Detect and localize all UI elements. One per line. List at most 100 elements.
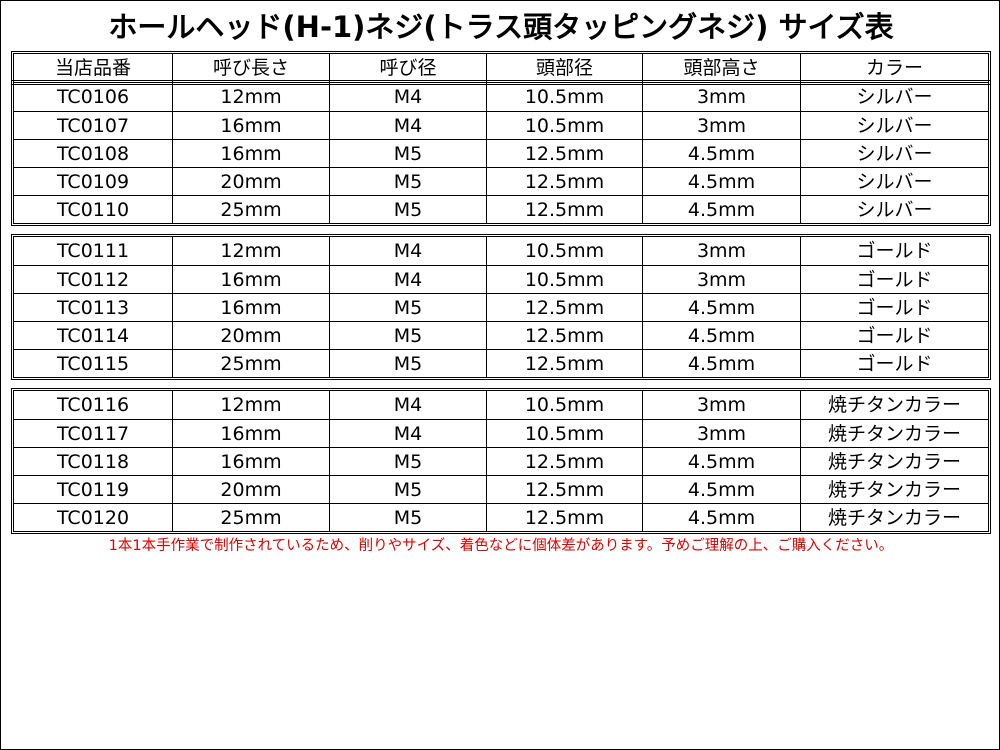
table-cell: TC0112 bbox=[56, 269, 130, 291]
table-cell: M4 bbox=[329, 420, 486, 448]
table-group: TC0116 12mm M4 10.5mm 3mm 焼チタンカラー TC0117 16mm M4… bbox=[11, 388, 991, 534]
table-cell: M4 bbox=[329, 237, 486, 265]
table-cell: 12mm bbox=[172, 83, 329, 111]
table-row: TC0113 16mm M5 12.5mm 4.5mm ゴールド bbox=[14, 293, 988, 322]
table-row: TC0106 12mm M4 10.5mm 3mm シルバー bbox=[14, 83, 988, 111]
table-cell: 10.5mm bbox=[486, 420, 642, 448]
table-cell: 25mm bbox=[172, 504, 329, 532]
table-cell: TC0114 bbox=[56, 325, 130, 347]
table-cell: 16mm bbox=[172, 294, 329, 322]
table-cell: TC0108 bbox=[56, 143, 130, 165]
table-cell: 16mm bbox=[172, 140, 329, 168]
table-cell: シルバー bbox=[800, 168, 988, 196]
table-cell: M4 bbox=[329, 83, 486, 111]
table-cell: 3mm bbox=[642, 112, 800, 140]
table-row: TC0109 20mm M5 12.5mm 4.5mm シルバー bbox=[14, 167, 988, 196]
table-header: 当店品番 呼び長さ 呼び径 頭部径 頭部高さ カラー bbox=[11, 51, 991, 85]
table-cell: シルバー bbox=[800, 83, 988, 111]
table-cell: 4.5mm bbox=[642, 322, 800, 350]
table-cell: TC0113 bbox=[56, 297, 130, 319]
table-cell: 4.5mm bbox=[642, 196, 800, 224]
table-cell: ゴールド bbox=[800, 237, 988, 265]
table-cell: TC0110 bbox=[56, 199, 130, 221]
table-cell: M4 bbox=[329, 391, 486, 419]
title: ホールヘッド(H-1)ネジ(トラス頭タッピングネジ) サイズ表 bbox=[108, 10, 894, 44]
table-cell: 10.5mm bbox=[486, 112, 642, 140]
table-cell: 12.5mm bbox=[486, 168, 642, 196]
table-cell: 12mm bbox=[172, 237, 329, 265]
table-row: TC0118 16mm M5 12.5mm 4.5mm 焼チタンカラー bbox=[14, 447, 988, 476]
table-cell: 10.5mm bbox=[486, 266, 642, 294]
table-row: TC0108 16mm M5 12.5mm 4.5mm シルバー bbox=[14, 139, 988, 168]
table-cell: 4.5mm bbox=[642, 476, 800, 504]
table-cell: M4 bbox=[329, 112, 486, 140]
table-row: TC0114 20mm M5 12.5mm 4.5mm ゴールド bbox=[14, 321, 988, 350]
table-row: 当店品番 呼び長さ 呼び径 頭部径 頭部高さ カラー bbox=[14, 54, 988, 82]
table-cell: TC0120 bbox=[56, 507, 130, 529]
table-cell: 頭部高さ bbox=[642, 54, 800, 82]
table-cell: シルバー bbox=[800, 112, 988, 140]
table-cell: ゴールド bbox=[800, 350, 988, 378]
table-cell: 12.5mm bbox=[486, 294, 642, 322]
table-cell: ゴールド bbox=[800, 266, 988, 294]
table-cell: M5 bbox=[329, 196, 486, 224]
table-cell: 16mm bbox=[172, 266, 329, 294]
table-cell: TC0107 bbox=[56, 115, 130, 137]
table-cell: M4 bbox=[329, 266, 486, 294]
table-cell: 10.5mm bbox=[486, 391, 642, 419]
table-cell: TC0117 bbox=[56, 423, 130, 445]
table-cell: 12.5mm bbox=[486, 322, 642, 350]
table-cell: TC0106 bbox=[56, 86, 130, 108]
table-cell: M5 bbox=[329, 140, 486, 168]
table-cell: 20mm bbox=[172, 322, 329, 350]
table-cell: TC0115 bbox=[56, 353, 130, 375]
table-cell: 4.5mm bbox=[642, 140, 800, 168]
table-cell: 焼チタンカラー bbox=[800, 504, 988, 532]
table-group: TC0106 12mm M4 10.5mm 3mm シルバー TC0107 16mm M4 10.… bbox=[11, 80, 991, 226]
table-cell: M5 bbox=[329, 350, 486, 378]
table-row: TC0115 25mm M5 12.5mm 4.5mm ゴールド bbox=[14, 349, 988, 378]
table-cell: シルバー bbox=[800, 196, 988, 224]
note: 1本1本手作業で制作されているため、削りやサイズ、着色などに個体差があります。予… bbox=[108, 538, 894, 554]
table-cell: M5 bbox=[329, 476, 486, 504]
table-cell: 頭部径 bbox=[486, 54, 642, 82]
table-cell: 4.5mm bbox=[642, 448, 800, 476]
table-cell: 3mm bbox=[642, 237, 800, 265]
table-cell: カラー bbox=[800, 54, 988, 82]
table-cell: 3mm bbox=[642, 391, 800, 419]
table-cell: 焼チタンカラー bbox=[800, 476, 988, 504]
table-cell: M5 bbox=[329, 322, 486, 350]
table-cell: 20mm bbox=[172, 168, 329, 196]
table-cell: 焼チタンカラー bbox=[800, 448, 988, 476]
table-cell: M5 bbox=[329, 504, 486, 532]
table-cell: TC0118 bbox=[56, 451, 130, 473]
table-cell: 12.5mm bbox=[486, 504, 642, 532]
table-row: TC0111 12mm M4 10.5mm 3mm ゴールド bbox=[14, 237, 988, 265]
table-group: TC0111 12mm M4 10.5mm 3mm ゴールド TC0112 16mm M4 10.… bbox=[11, 234, 991, 380]
table-cell: 25mm bbox=[172, 350, 329, 378]
table-cell: 10.5mm bbox=[486, 83, 642, 111]
table-cell: ゴールド bbox=[800, 322, 988, 350]
table-cell: 25mm bbox=[172, 196, 329, 224]
table-cell: 3mm bbox=[642, 266, 800, 294]
table-cell: ゴールド bbox=[800, 294, 988, 322]
table-cell: TC0109 bbox=[56, 171, 130, 193]
table-cell: 焼チタンカラー bbox=[800, 420, 988, 448]
table-cell: TC0111 bbox=[56, 240, 130, 262]
table-cell: 呼び長さ bbox=[172, 54, 329, 82]
table-cell: 12.5mm bbox=[486, 196, 642, 224]
table-cell: 3mm bbox=[642, 420, 800, 448]
table-row: TC0120 25mm M5 12.5mm 4.5mm 焼チタンカラー bbox=[14, 503, 988, 532]
table-row: TC0110 25mm M5 12.5mm 4.5mm シルバー bbox=[14, 195, 988, 224]
table-cell: 焼チタンカラー bbox=[800, 391, 988, 419]
table-row: TC0119 20mm M5 12.5mm 4.5mm 焼チタンカラー bbox=[14, 475, 988, 504]
table-cell: 12mm bbox=[172, 391, 329, 419]
table-cell: 16mm bbox=[172, 112, 329, 140]
table-cell: TC0119 bbox=[56, 479, 130, 501]
table-cell: 4.5mm bbox=[642, 168, 800, 196]
table-cell: 4.5mm bbox=[642, 504, 800, 532]
table-cell: 12.5mm bbox=[486, 140, 642, 168]
table-cell: 3mm bbox=[642, 83, 800, 111]
table-cell: 4.5mm bbox=[642, 350, 800, 378]
table-cell: 16mm bbox=[172, 448, 329, 476]
